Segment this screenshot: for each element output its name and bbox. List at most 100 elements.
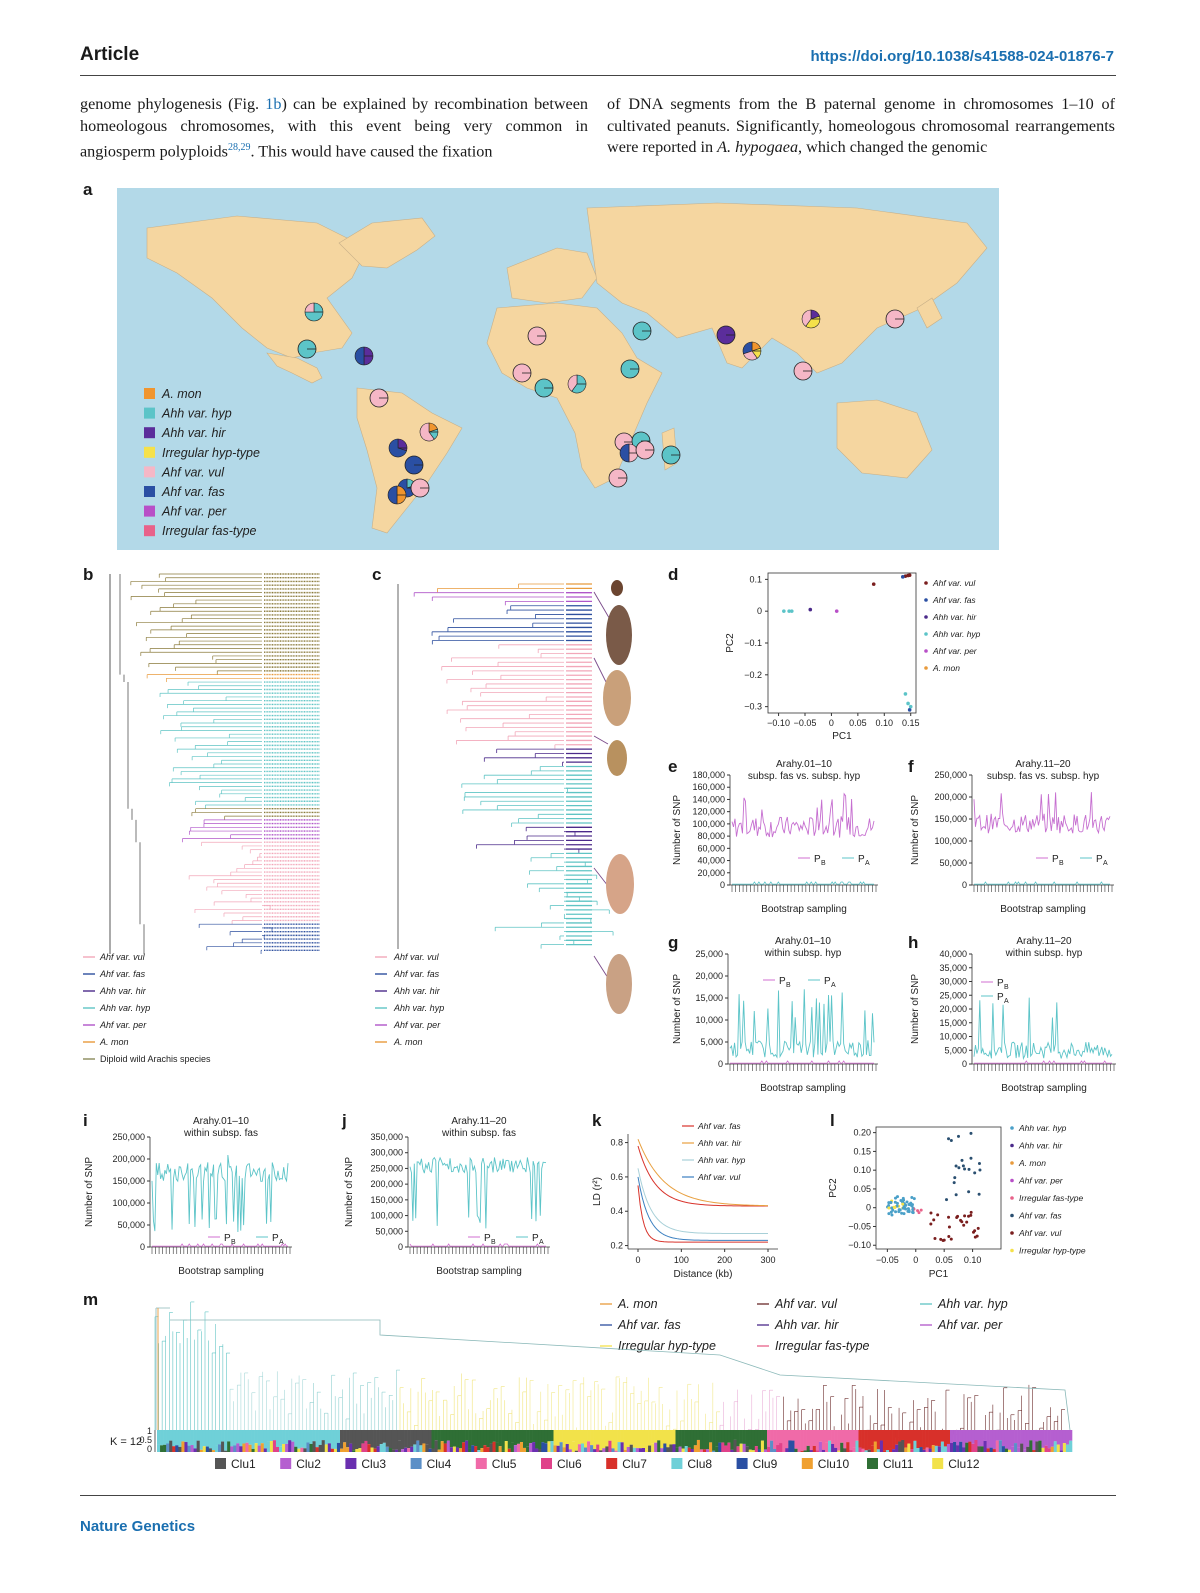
structure-bar-segment <box>760 1430 765 1441</box>
legend-dot <box>924 649 928 653</box>
legend-subscript: B <box>821 860 826 867</box>
world-map: A. mon Ahh var. hyp Ahh var. hir Irregular … <box>117 188 999 550</box>
structure-bar-segment <box>330 1430 335 1449</box>
figure-reference[interactable]: 1b <box>265 95 282 113</box>
doi-link[interactable]: https://doi.org/10.1038/s41588-024-01876… <box>810 48 1115 65</box>
structure-bar-segment <box>245 1442 249 1452</box>
panel-label-k: k <box>592 1111 602 1130</box>
structure-bar-segment <box>397 1440 402 1452</box>
pca-point <box>947 1235 951 1239</box>
panel-label-f: f <box>908 757 914 776</box>
x-axis-label: Distance (kb) <box>674 1269 733 1280</box>
structure-bar-segment <box>623 1430 627 1450</box>
structure-bar-segment <box>946 1443 951 1452</box>
structure-bar-segment <box>547 1441 551 1452</box>
snp-series-main <box>973 997 1113 1061</box>
structure-bar-segment <box>724 1430 728 1446</box>
legend-label: Ahh var. hir <box>697 1138 742 1148</box>
map-pie-26 <box>661 445 681 465</box>
structure-bar-segment <box>867 1449 871 1452</box>
pie-slice <box>354 346 365 366</box>
structure-bar-segment <box>946 1430 951 1444</box>
structure-bar-segment <box>785 1448 789 1452</box>
structure-bar-segment <box>1032 1430 1036 1451</box>
structure-bar-segment <box>919 1447 923 1452</box>
pca-point <box>902 1198 906 1202</box>
structure-bar-segment <box>562 1447 566 1452</box>
structure-bar-segment <box>236 1443 240 1452</box>
citation[interactable]: 28,29 <box>227 142 251 153</box>
snp-series-low <box>409 1243 546 1247</box>
structure-bar-segment <box>690 1430 695 1450</box>
pca-point <box>952 1181 956 1185</box>
legend-label: Ahf var. fas <box>697 1121 741 1131</box>
structure-bar-segment <box>587 1441 591 1452</box>
structure-bar-segment <box>455 1430 460 1448</box>
pca-point <box>932 1218 936 1222</box>
structure-bar-segment <box>831 1430 835 1444</box>
structure-bar-segment <box>824 1430 829 1443</box>
structure-bar-segment <box>672 1430 676 1445</box>
pca-point <box>953 1176 957 1180</box>
y-tick-label: 180,000 <box>692 770 725 780</box>
legend-dot <box>924 666 928 670</box>
x-tick-label: 300 <box>760 1255 775 1265</box>
structure-bar-segment <box>388 1448 393 1452</box>
structure-bar-segment <box>770 1440 774 1452</box>
structure-bar-segment <box>858 1447 862 1452</box>
structure-bar-segment <box>275 1446 280 1452</box>
pca-point <box>907 1202 911 1206</box>
chart-title: Arahy.01–10 <box>776 759 832 770</box>
structure-bar-segment <box>1059 1430 1064 1451</box>
structure-bar-segment <box>184 1430 188 1443</box>
structure-bar-segment <box>577 1430 582 1445</box>
legend-dot <box>1010 1161 1014 1165</box>
chart-subtitle: within subsp. hyp <box>1005 948 1083 959</box>
structure-bar-segment <box>373 1448 377 1452</box>
structure-bar-segment <box>806 1445 810 1452</box>
y-tick-label: 80,000 <box>697 831 725 841</box>
structure-bar-segment <box>251 1430 255 1449</box>
cluster-swatch <box>606 1458 618 1469</box>
legend-swatch <box>144 486 155 497</box>
structure-bar-segment <box>410 1446 414 1452</box>
structure-bar-segment <box>309 1443 313 1452</box>
structure-axis-tick: 0.5 <box>139 1435 152 1445</box>
pca-point <box>949 1138 953 1142</box>
y-axis-label: Number of SNP <box>84 1157 95 1227</box>
pca-point <box>955 1216 959 1220</box>
y-tick-label: 5,000 <box>944 1045 967 1055</box>
map-pie-6 <box>419 422 439 442</box>
y-tick-label: 0 <box>720 880 725 890</box>
structure-bar-segment <box>1007 1449 1012 1452</box>
y-tick-label: 10,000 <box>939 1032 967 1042</box>
pca-point <box>911 1210 915 1214</box>
structure-bar-segment <box>641 1448 646 1452</box>
structure-bar-segment <box>837 1450 841 1452</box>
legend-swatch <box>144 388 155 399</box>
cluster-swatch <box>736 1458 748 1469</box>
structure-bar-segment <box>773 1449 777 1452</box>
structure-bar-segment <box>699 1449 704 1452</box>
structure-bar-segment <box>605 1430 609 1447</box>
structure-bar-segment <box>800 1430 804 1451</box>
legend-label: Ahh var. hyp <box>99 1003 150 1013</box>
legend-label: Ahf var. vul <box>1018 1228 1062 1238</box>
pca-point <box>894 1210 898 1214</box>
structure-bar-segment <box>291 1430 295 1442</box>
map-pie-19 <box>801 309 821 329</box>
structure-bar-segment <box>791 1430 795 1441</box>
structure-bar-segment <box>288 1430 292 1441</box>
structure-bar-segment <box>1004 1430 1009 1449</box>
structure-bar-segment <box>654 1442 658 1452</box>
cluster-swatch <box>215 1458 226 1469</box>
pca-point <box>929 1222 933 1226</box>
structure-bar-segment <box>382 1430 387 1443</box>
cluster-swatch <box>410 1458 422 1469</box>
structure-bar-segment <box>870 1430 875 1446</box>
pod-a-mon <box>611 580 623 596</box>
y-tick-label: 250,000 <box>370 1163 403 1173</box>
y-tick-label: 150,000 <box>370 1195 403 1205</box>
structure-bar-segment <box>513 1445 518 1452</box>
